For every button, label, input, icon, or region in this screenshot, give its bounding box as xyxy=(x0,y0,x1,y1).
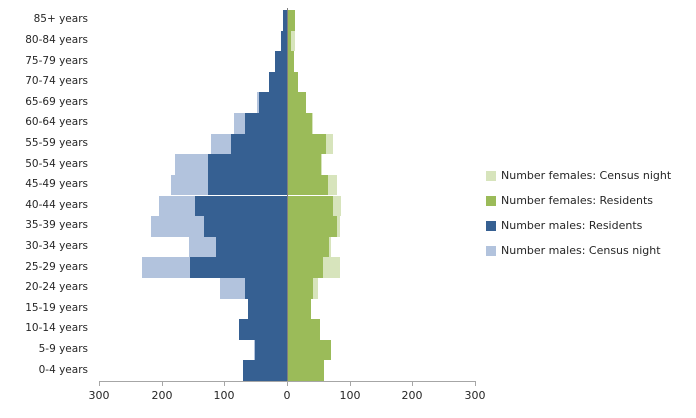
x-axis-line xyxy=(99,381,476,382)
x-axis-tick xyxy=(412,382,413,386)
bar-female-residents xyxy=(288,195,334,217)
x-axis-tick xyxy=(99,382,100,386)
bar-female-residents xyxy=(288,277,314,299)
y-axis-label: 30-34 years xyxy=(25,240,88,253)
bar-male-residents xyxy=(248,298,287,320)
bar-male-residents xyxy=(243,360,287,381)
y-axis-label: 40-44 years xyxy=(25,198,88,211)
y-axis-label: 35-39 years xyxy=(25,219,88,232)
bar-female-residents xyxy=(288,51,295,72)
bar-female-residents xyxy=(288,360,324,381)
bar-male-residents xyxy=(216,236,287,258)
bar-female-residents xyxy=(288,174,329,196)
bar-male-residents xyxy=(275,51,287,72)
legend-label: Number males: Residents xyxy=(501,219,643,232)
y-axis-label: 70-74 years xyxy=(25,75,88,88)
y-axis-label: 25-29 years xyxy=(25,260,88,273)
bar-male-residents xyxy=(258,92,287,114)
legend-label: Number females: Residents xyxy=(501,194,654,207)
bar-male-residents xyxy=(282,10,287,31)
bar-female-residents xyxy=(288,154,322,175)
y-axis-label: 60-64 years xyxy=(25,116,88,129)
legend-swatch-icon xyxy=(486,195,496,206)
bar-female-residents xyxy=(288,216,337,237)
bar-female-residents xyxy=(288,133,326,155)
bar-female-residents xyxy=(288,30,292,52)
y-axis-label: 45-49 years xyxy=(25,178,88,191)
y-axis-label: 50-54 years xyxy=(25,157,88,170)
legend-swatch-icon xyxy=(486,220,496,231)
legend-swatch-icon xyxy=(486,170,496,181)
bar-male-residents xyxy=(189,257,287,278)
x-axis-tick xyxy=(224,382,225,386)
y-axis-label: 0-4 years xyxy=(38,363,88,376)
bar-female-residents xyxy=(288,92,307,114)
bar-male-residents xyxy=(280,30,287,52)
y-axis-label: 75-79 years xyxy=(25,54,88,67)
legend-item: Number males: Residents xyxy=(486,213,671,238)
x-axis-tick-label: 200 xyxy=(151,389,173,402)
x-axis-tick xyxy=(162,382,163,386)
legend: Number females: Census night Number femal… xyxy=(486,163,671,263)
x-axis-tick xyxy=(475,382,476,386)
bar-female-residents xyxy=(288,319,320,340)
bar-female-residents xyxy=(288,113,312,134)
bar-male-residents xyxy=(245,277,287,299)
bar-male-residents xyxy=(231,133,287,155)
y-axis-label: 55-59 years xyxy=(25,136,88,149)
y-axis-label: 20-24 years xyxy=(25,281,88,294)
x-axis-tick-label: 0 xyxy=(283,389,291,402)
y-axis-label: 80-84 years xyxy=(25,33,88,46)
x-axis-tick-label: 100 xyxy=(339,389,361,402)
x-axis-tick-label: 100 xyxy=(213,389,235,402)
bar-female-residents xyxy=(288,257,324,278)
bar-male-residents xyxy=(255,339,287,361)
y-axis-label: 15-19 years xyxy=(25,301,88,314)
x-axis-tick xyxy=(287,382,288,386)
x-axis-tick-label: 300 xyxy=(464,389,486,402)
bar-female-residents xyxy=(288,10,295,31)
legend-item: Number males: Census night xyxy=(486,238,671,263)
legend-label: Number males: Census night xyxy=(501,244,661,257)
y-axis-label: 85+ years xyxy=(33,13,88,26)
bar-female-residents xyxy=(288,236,329,258)
bar-female-residents xyxy=(288,71,299,93)
y-axis-label: 5-9 years xyxy=(38,343,88,356)
bar-male-residents xyxy=(208,174,287,196)
zero-axis-line xyxy=(287,8,288,381)
legend-swatch-icon xyxy=(486,245,496,256)
bar-female-census-night xyxy=(288,30,295,52)
x-axis-tick-label: 300 xyxy=(88,389,110,402)
x-axis-tick xyxy=(350,382,351,386)
bar-male-residents xyxy=(204,216,287,237)
bar-female-residents xyxy=(288,339,332,361)
bar-male-residents xyxy=(238,319,287,340)
y-axis-label: 10-14 years xyxy=(25,322,88,335)
bar-female-residents xyxy=(288,298,312,320)
x-axis-tick-label: 200 xyxy=(401,389,423,402)
legend-item: Number females: Residents xyxy=(486,188,671,213)
bar-male-residents xyxy=(208,154,287,175)
y-axis-label: 65-69 years xyxy=(25,95,88,108)
bar-male-residents xyxy=(268,71,287,93)
legend-item: Number females: Census night xyxy=(486,163,671,188)
bar-male-residents xyxy=(194,195,287,217)
legend-label: Number females: Census night xyxy=(501,169,672,182)
bar-male-residents xyxy=(245,113,287,134)
